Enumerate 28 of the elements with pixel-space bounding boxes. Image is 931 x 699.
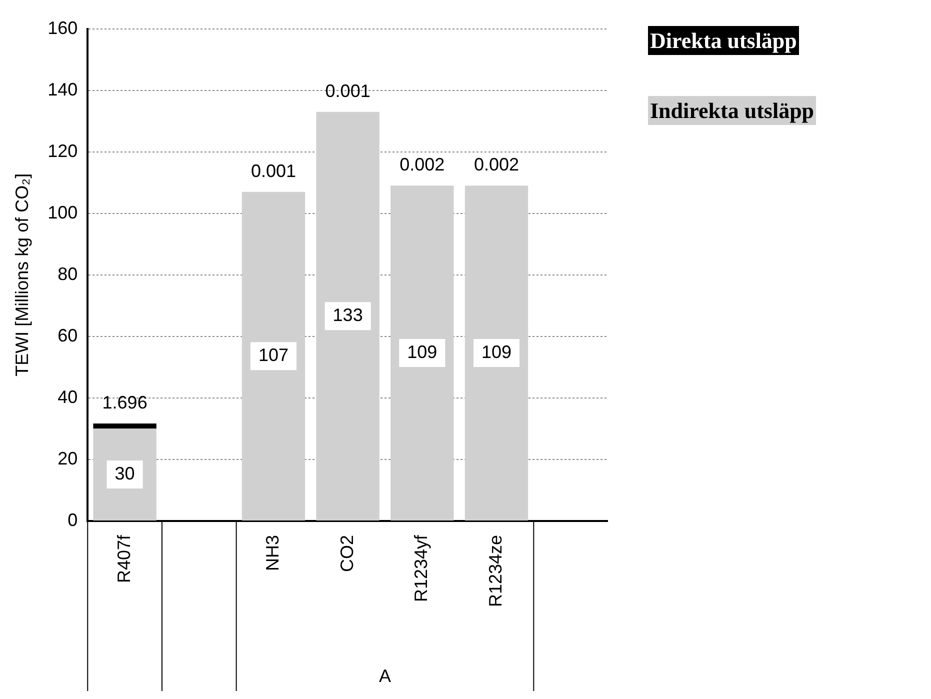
y-tick-label: 20 <box>58 448 78 468</box>
y-tick-label: 160 <box>48 18 78 38</box>
y-tick-label: 80 <box>58 264 78 284</box>
data-label: 0.001 <box>250 160 296 181</box>
data-label: 109 <box>407 342 438 362</box>
data-label: 0.002 <box>400 154 445 175</box>
y-tick-label: 60 <box>58 325 78 346</box>
y-tick-label: 120 <box>48 140 78 161</box>
y-axis-title: TEWI [Millions kg of CO₂] <box>12 173 32 376</box>
y-tick-label: 100 <box>48 202 78 222</box>
data-label: 109 <box>481 342 512 362</box>
y-tick-label: 0 <box>68 510 78 530</box>
data-label: 30 <box>114 464 135 484</box>
y-tick-label: 140 <box>48 79 78 100</box>
x-tick-label: R1234yf <box>411 534 432 602</box>
y-tick-label: 40 <box>58 386 78 407</box>
x-tick-label: R1234ze <box>485 534 506 608</box>
text: Direkta utsläpp <box>648 26 799 55</box>
text: Indirekta utsläpp <box>648 96 816 125</box>
x-tick-label: CO2 <box>336 534 357 572</box>
data-label: 0.002 <box>474 154 520 175</box>
text: A <box>378 666 391 686</box>
data-label: 107 <box>258 345 288 366</box>
x-tick-label: R407f <box>114 534 134 583</box>
data-label: 133 <box>332 305 363 326</box>
data-label: 0.001 <box>325 80 370 101</box>
data-label: 1.696 <box>102 392 148 412</box>
x-tick-label: NH3 <box>262 534 282 571</box>
